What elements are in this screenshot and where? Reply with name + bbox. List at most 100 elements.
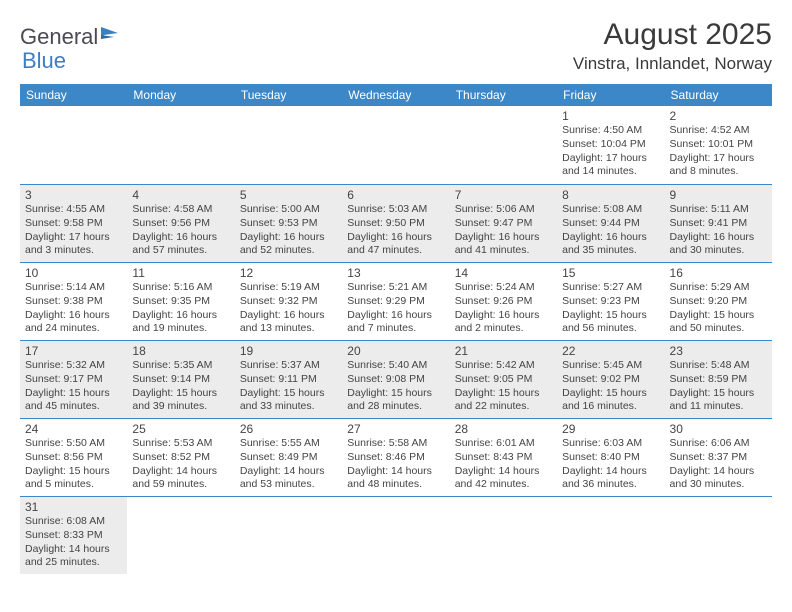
day-number: 11	[132, 266, 229, 280]
day-number: 24	[25, 422, 122, 436]
sunset-text: Sunset: 9:20 PM	[670, 295, 767, 308]
day-number: 2	[670, 109, 767, 123]
calendar-cell: 27Sunrise: 5:58 AMSunset: 8:46 PMDayligh…	[342, 418, 449, 496]
day-number: 20	[347, 344, 444, 358]
daylight-text: Daylight: 16 hours and 47 minutes.	[347, 231, 444, 257]
calendar-cell: 20Sunrise: 5:40 AMSunset: 9:08 PMDayligh…	[342, 340, 449, 418]
daylight-text: Daylight: 16 hours and 2 minutes.	[455, 309, 552, 335]
sunrise-text: Sunrise: 5:58 AM	[347, 437, 444, 450]
daylight-text: Daylight: 14 hours and 59 minutes.	[132, 465, 229, 491]
logo-text-blue: Blue	[22, 48, 66, 74]
calendar-cell: 25Sunrise: 5:53 AMSunset: 8:52 PMDayligh…	[127, 418, 234, 496]
weekday-header: Saturday	[665, 84, 772, 106]
month-title: August 2025	[573, 18, 772, 52]
sunrise-text: Sunrise: 5:40 AM	[347, 359, 444, 372]
sunrise-text: Sunrise: 5:27 AM	[562, 281, 659, 294]
calendar-cell: 12Sunrise: 5:19 AMSunset: 9:32 PMDayligh…	[235, 262, 342, 340]
daylight-text: Daylight: 15 hours and 45 minutes.	[25, 387, 122, 413]
sunset-text: Sunset: 9:02 PM	[562, 373, 659, 386]
sunrise-text: Sunrise: 5:32 AM	[25, 359, 122, 372]
daylight-text: Daylight: 17 hours and 8 minutes.	[670, 152, 767, 178]
calendar-cell: 11Sunrise: 5:16 AMSunset: 9:35 PMDayligh…	[127, 262, 234, 340]
sunset-text: Sunset: 8:43 PM	[455, 451, 552, 464]
day-number: 15	[562, 266, 659, 280]
calendar-table: SundayMondayTuesdayWednesdayThursdayFrid…	[20, 84, 772, 574]
calendar-cell: 21Sunrise: 5:42 AMSunset: 9:05 PMDayligh…	[450, 340, 557, 418]
sunset-text: Sunset: 9:44 PM	[562, 217, 659, 230]
title-block: August 2025 Vinstra, Innlandet, Norway	[573, 18, 772, 74]
day-number: 23	[670, 344, 767, 358]
sunrise-text: Sunrise: 5:48 AM	[670, 359, 767, 372]
calendar-cell: 22Sunrise: 5:45 AMSunset: 9:02 PMDayligh…	[557, 340, 664, 418]
sunset-text: Sunset: 8:52 PM	[132, 451, 229, 464]
sunrise-text: Sunrise: 5:16 AM	[132, 281, 229, 294]
daylight-text: Daylight: 15 hours and 39 minutes.	[132, 387, 229, 413]
sunset-text: Sunset: 9:29 PM	[347, 295, 444, 308]
calendar-cell: 26Sunrise: 5:55 AMSunset: 8:49 PMDayligh…	[235, 418, 342, 496]
daylight-text: Daylight: 14 hours and 53 minutes.	[240, 465, 337, 491]
calendar-cell-empty	[450, 106, 557, 184]
day-number: 17	[25, 344, 122, 358]
sunrise-text: Sunrise: 5:11 AM	[670, 203, 767, 216]
sunrise-text: Sunrise: 4:50 AM	[562, 124, 659, 137]
day-number: 30	[670, 422, 767, 436]
daylight-text: Daylight: 16 hours and 41 minutes.	[455, 231, 552, 257]
daylight-text: Daylight: 16 hours and 57 minutes.	[132, 231, 229, 257]
calendar-cell-empty	[665, 496, 772, 574]
calendar-cell: 1Sunrise: 4:50 AMSunset: 10:04 PMDayligh…	[557, 106, 664, 184]
sunset-text: Sunset: 8:46 PM	[347, 451, 444, 464]
calendar-cell: 24Sunrise: 5:50 AMSunset: 8:56 PMDayligh…	[20, 418, 127, 496]
daylight-text: Daylight: 16 hours and 7 minutes.	[347, 309, 444, 335]
day-number: 6	[347, 188, 444, 202]
sunrise-text: Sunrise: 5:03 AM	[347, 203, 444, 216]
daylight-text: Daylight: 14 hours and 42 minutes.	[455, 465, 552, 491]
sunset-text: Sunset: 9:50 PM	[347, 217, 444, 230]
calendar-cell: 3Sunrise: 4:55 AMSunset: 9:58 PMDaylight…	[20, 184, 127, 262]
daylight-text: Daylight: 16 hours and 52 minutes.	[240, 231, 337, 257]
calendar-cell: 14Sunrise: 5:24 AMSunset: 9:26 PMDayligh…	[450, 262, 557, 340]
calendar-row: 1Sunrise: 4:50 AMSunset: 10:04 PMDayligh…	[20, 106, 772, 184]
daylight-text: Daylight: 14 hours and 30 minutes.	[670, 465, 767, 491]
calendar-cell: 31Sunrise: 6:08 AMSunset: 8:33 PMDayligh…	[20, 496, 127, 574]
daylight-text: Daylight: 16 hours and 30 minutes.	[670, 231, 767, 257]
sunset-text: Sunset: 9:23 PM	[562, 295, 659, 308]
logo-text-general: General	[20, 24, 98, 50]
daylight-text: Daylight: 15 hours and 56 minutes.	[562, 309, 659, 335]
sunset-text: Sunset: 9:53 PM	[240, 217, 337, 230]
weekday-header: Friday	[557, 84, 664, 106]
day-number: 9	[670, 188, 767, 202]
day-number: 8	[562, 188, 659, 202]
day-number: 28	[455, 422, 552, 436]
daylight-text: Daylight: 16 hours and 35 minutes.	[562, 231, 659, 257]
sunset-text: Sunset: 9:26 PM	[455, 295, 552, 308]
sunrise-text: Sunrise: 5:14 AM	[25, 281, 122, 294]
sunrise-text: Sunrise: 4:52 AM	[670, 124, 767, 137]
sunrise-text: Sunrise: 5:50 AM	[25, 437, 122, 450]
location: Vinstra, Innlandet, Norway	[573, 54, 772, 74]
day-number: 26	[240, 422, 337, 436]
flag-icon	[100, 25, 122, 43]
calendar-cell: 10Sunrise: 5:14 AMSunset: 9:38 PMDayligh…	[20, 262, 127, 340]
calendar-cell: 29Sunrise: 6:03 AMSunset: 8:40 PMDayligh…	[557, 418, 664, 496]
calendar-cell: 2Sunrise: 4:52 AMSunset: 10:01 PMDayligh…	[665, 106, 772, 184]
weekday-header: Monday	[127, 84, 234, 106]
day-number: 16	[670, 266, 767, 280]
day-number: 21	[455, 344, 552, 358]
calendar-row: 24Sunrise: 5:50 AMSunset: 8:56 PMDayligh…	[20, 418, 772, 496]
calendar-cell-empty	[450, 496, 557, 574]
sunset-text: Sunset: 9:32 PM	[240, 295, 337, 308]
calendar-cell: 7Sunrise: 5:06 AMSunset: 9:47 PMDaylight…	[450, 184, 557, 262]
calendar-cell: 28Sunrise: 6:01 AMSunset: 8:43 PMDayligh…	[450, 418, 557, 496]
calendar-cell: 17Sunrise: 5:32 AMSunset: 9:17 PMDayligh…	[20, 340, 127, 418]
sunset-text: Sunset: 9:41 PM	[670, 217, 767, 230]
sunrise-text: Sunrise: 5:06 AM	[455, 203, 552, 216]
sunrise-text: Sunrise: 6:03 AM	[562, 437, 659, 450]
sunrise-text: Sunrise: 6:01 AM	[455, 437, 552, 450]
day-number: 25	[132, 422, 229, 436]
calendar-cell-empty	[20, 106, 127, 184]
day-number: 1	[562, 109, 659, 123]
daylight-text: Daylight: 14 hours and 48 minutes.	[347, 465, 444, 491]
sunrise-text: Sunrise: 6:08 AM	[25, 515, 122, 528]
calendar-cell: 23Sunrise: 5:48 AMSunset: 8:59 PMDayligh…	[665, 340, 772, 418]
sunset-text: Sunset: 9:14 PM	[132, 373, 229, 386]
